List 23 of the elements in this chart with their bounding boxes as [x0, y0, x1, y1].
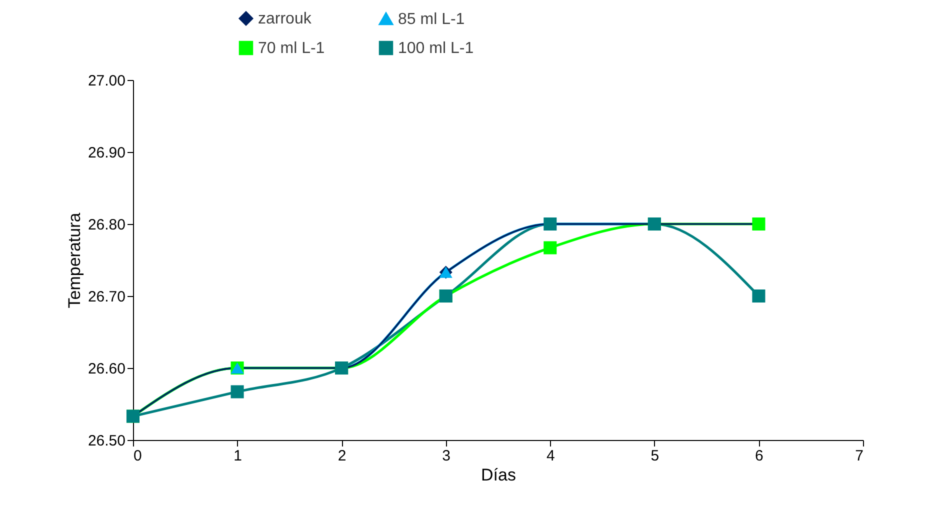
x-tick-label: 1: [234, 448, 242, 464]
y-tick-label: 26.50: [88, 432, 126, 450]
x-tick-label: 7: [855, 448, 864, 464]
y-tick-label: 27.00: [88, 72, 126, 90]
x-tick-label: 4: [546, 448, 555, 464]
legend-label: zarrouk: [258, 10, 312, 28]
x-axis-title: Días: [481, 466, 516, 484]
point: [230, 385, 244, 398]
x-tick-label: 6: [755, 448, 764, 464]
point: [752, 289, 766, 303]
legend-label: 85 ml L-1: [398, 10, 465, 28]
x-tick-label: 2: [338, 448, 346, 464]
legend-label: 100 ml L-1: [398, 40, 474, 57]
y-tick-label: 26.70: [88, 288, 126, 306]
x-tick-label: 3: [442, 448, 451, 464]
x-tick-label: 0: [134, 448, 142, 464]
x-tick-label: 5: [650, 448, 660, 464]
y-tick-label: 26.60: [88, 360, 126, 378]
y-tick-label: 26.90: [88, 144, 126, 162]
y-axis-title: Temperatura: [64, 212, 84, 308]
y-tick-label: 26.80: [88, 216, 126, 234]
legend-label: 70 ml L-1: [258, 40, 325, 57]
point: [544, 241, 557, 254]
